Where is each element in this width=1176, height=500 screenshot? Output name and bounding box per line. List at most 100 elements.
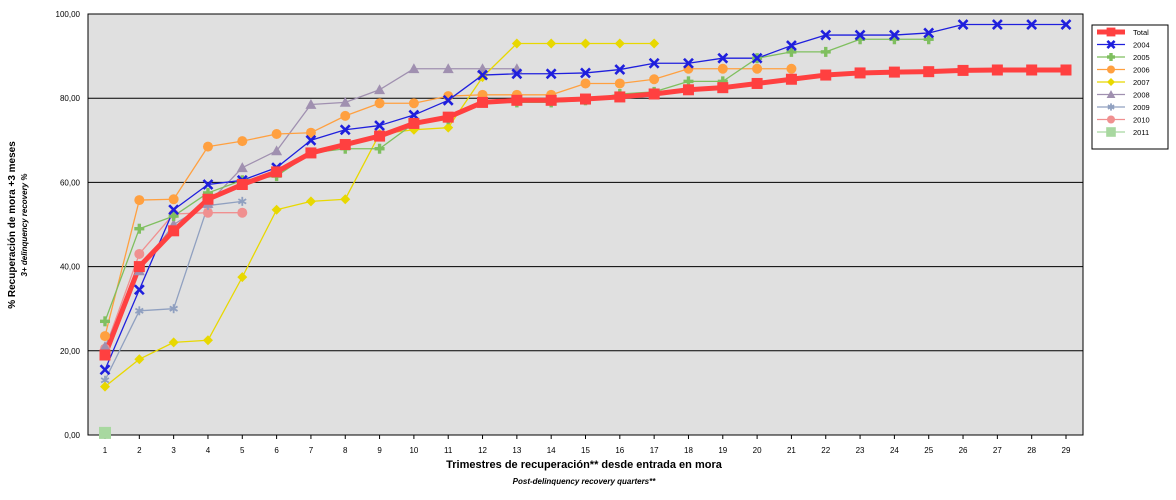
legend-label: 2010 (1133, 116, 1150, 125)
data-point-2008 (271, 145, 283, 156)
data-point-2007 (168, 337, 179, 348)
data-point-2004 (511, 68, 523, 80)
legend-swatch-marker (1106, 39, 1116, 50)
data-point-2005 (100, 316, 110, 327)
marker-shape (443, 122, 454, 133)
x-tick-label: 18 (684, 446, 693, 455)
data-point-Total (888, 66, 900, 78)
legend-entry-Total: Total (1097, 27, 1149, 37)
legend-entry-2004: 2004 (1097, 39, 1150, 50)
marker-shape (648, 57, 660, 69)
data-point-Total (682, 84, 694, 96)
marker-shape (614, 78, 625, 89)
data-point-Total (854, 67, 866, 79)
data-point-2006 (100, 331, 110, 342)
marker-shape (751, 77, 763, 89)
marker-shape (1107, 65, 1115, 74)
marker-shape (477, 72, 488, 83)
x-tick-label: 1 (103, 446, 108, 455)
marker-shape (134, 248, 145, 259)
data-point-2007 (511, 38, 522, 49)
marker-shape (202, 207, 213, 218)
marker-shape (511, 68, 523, 80)
series-markers (99, 19, 1072, 439)
marker-shape (99, 341, 111, 351)
x-tick-label: 13 (512, 446, 521, 455)
legend-entry-2007: 2007 (1097, 78, 1150, 87)
data-point-Total (477, 96, 489, 108)
data-point-2006 (580, 78, 591, 89)
marker-shape (134, 354, 145, 365)
marker-shape (1107, 104, 1115, 110)
legend-entry-2010: 2010 (1097, 115, 1150, 125)
marker-shape (1026, 64, 1038, 76)
data-point-Total (957, 64, 969, 76)
marker-shape (580, 38, 591, 49)
marker-shape (717, 52, 729, 64)
marker-shape (511, 38, 522, 49)
data-point-2005 (786, 46, 797, 57)
marker-shape (854, 67, 866, 79)
data-point-2004 (854, 29, 866, 41)
data-point-Total (511, 94, 523, 106)
data-point-2008 (374, 84, 386, 95)
data-point-2004 (648, 57, 660, 69)
marker-shape (717, 63, 728, 74)
legend-box (1091, 24, 1169, 150)
data-point-Total (202, 193, 214, 205)
marker-shape (545, 68, 557, 80)
marker-shape (408, 63, 420, 74)
marker-shape (237, 272, 248, 283)
x-tick-label: 14 (547, 446, 556, 455)
x-tick-label: 23 (856, 446, 865, 455)
data-point-Total (305, 147, 317, 159)
marker-shape (408, 117, 420, 129)
marker-shape (237, 136, 248, 147)
legend-swatch-marker (1107, 53, 1115, 61)
marker-shape (752, 63, 763, 74)
data-point-2006 (614, 78, 625, 89)
data-point-Total (408, 117, 420, 129)
data-point-2007 (614, 38, 625, 49)
legend-swatch-marker (1106, 90, 1116, 99)
marker-shape (648, 88, 660, 100)
marker-shape (305, 127, 316, 138)
data-point-2006 (202, 141, 213, 152)
data-point-Total (374, 130, 386, 142)
y-tick-label: 0,00 (64, 431, 80, 440)
marker-shape (202, 193, 214, 205)
data-point-2004 (305, 134, 317, 146)
x-tick-label: 24 (890, 446, 899, 455)
data-point-2004 (1026, 19, 1038, 30)
data-point-2010 (202, 207, 213, 218)
data-point-2006 (752, 63, 763, 74)
x-tick-label: 5 (240, 446, 245, 455)
data-point-Total (1026, 64, 1038, 76)
marker-shape (786, 40, 797, 51)
data-point-2007 (546, 38, 557, 49)
data-point-Total (991, 64, 1003, 76)
x-tick-label: 17 (650, 446, 659, 455)
x-tick-label: 21 (787, 446, 796, 455)
legend-label: 2011 (1133, 128, 1149, 137)
marker-shape (99, 364, 111, 376)
x-axis-title: Trimestres de recuperación** desde entra… (446, 459, 723, 471)
marker-shape (1106, 27, 1116, 37)
marker-shape (100, 381, 110, 392)
data-point-2008 (236, 162, 248, 173)
marker-shape (237, 207, 248, 218)
marker-shape (545, 94, 557, 106)
data-point-2004 (991, 19, 1003, 30)
data-point-Total (1060, 64, 1072, 76)
legend-label: 2008 (1133, 91, 1150, 100)
marker-shape (374, 98, 385, 109)
y-axis-title: % Recuperación de mora +3 meses (7, 141, 18, 309)
data-point-Total (614, 91, 626, 103)
marker-shape (100, 377, 110, 384)
marker-shape (1106, 39, 1116, 50)
marker-shape (133, 261, 145, 273)
marker-shape (374, 130, 386, 142)
marker-shape (751, 52, 763, 64)
marker-shape (133, 284, 145, 296)
marker-shape (820, 29, 832, 41)
